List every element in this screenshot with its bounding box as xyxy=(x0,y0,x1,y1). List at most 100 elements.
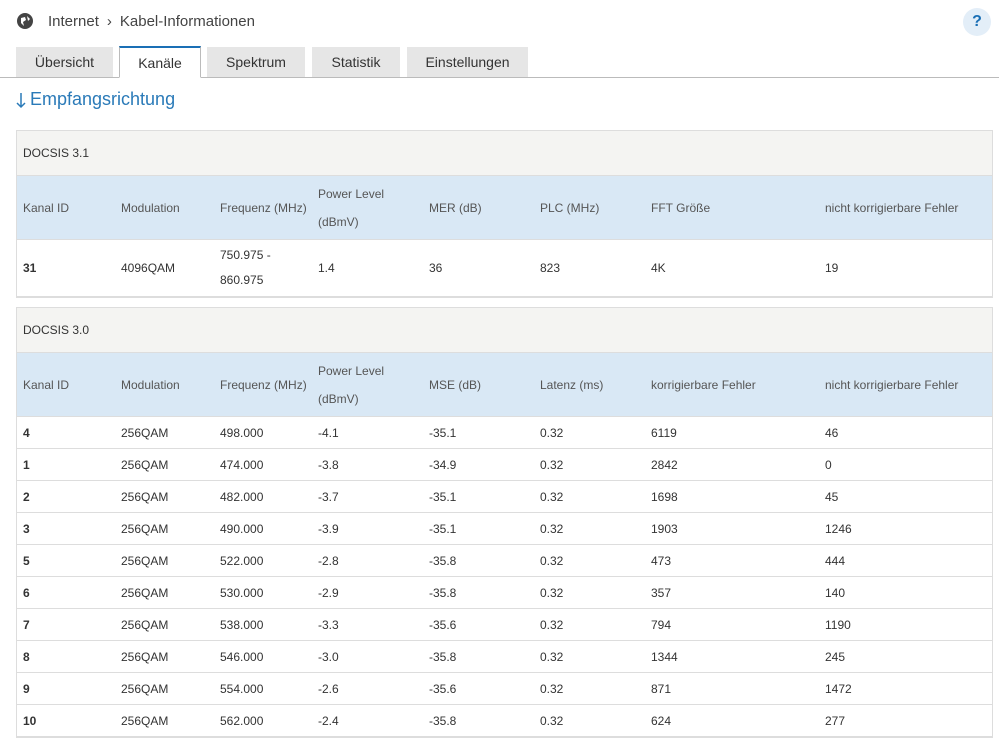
cell: -4.1 xyxy=(318,425,339,440)
cell: 0.32 xyxy=(540,521,564,536)
data-row: 7 256QAM 538.000 -3.3 -35.6 0.32 794 1190 xyxy=(17,609,992,641)
cell: -2.9 xyxy=(318,585,339,600)
cell: 3 xyxy=(23,521,30,536)
column-header: MSE (dB) xyxy=(429,377,482,392)
cell: 482.000 xyxy=(220,489,264,504)
cell: 357 xyxy=(651,585,672,600)
cell: 256QAM xyxy=(121,521,169,536)
cell: 256QAM xyxy=(121,617,169,632)
cell: 8 xyxy=(23,649,30,664)
cell: 256QAM xyxy=(121,489,169,504)
cell: 624 xyxy=(651,713,672,728)
cell: -3.3 xyxy=(318,617,339,632)
cell: 562.000 xyxy=(220,713,264,728)
data-row: 31 4096QAM 750.975 - 860.975 1.4 36 823 4K 19 xyxy=(17,240,992,297)
cell: 0.32 xyxy=(540,713,564,728)
tab-active[interactable]: Kanäle xyxy=(119,46,201,78)
tab[interactable]: Einstellungen xyxy=(407,47,528,77)
header-row: Kanal ID Modulation Frequenz (MHz) Power Le… xyxy=(17,176,992,240)
cell: 277 xyxy=(825,713,846,728)
cell: 19 xyxy=(825,260,839,275)
data-row: 2 256QAM 482.000 -3.7 -35.1 0.32 1698 45 xyxy=(17,481,992,513)
cell: -35.8 xyxy=(429,553,457,568)
cell: 871 xyxy=(651,681,672,696)
tab[interactable]: Übersicht xyxy=(16,47,113,77)
cell: 530.000 xyxy=(220,585,264,600)
column-header: Power Level (dBmV) xyxy=(318,186,385,229)
cell: -34.9 xyxy=(429,457,457,472)
cell: -35.6 xyxy=(429,681,457,696)
cell: -3.8 xyxy=(318,457,339,472)
cell: 0.32 xyxy=(540,617,564,632)
cell: -35.1 xyxy=(429,489,457,504)
data-row: 6 256QAM 530.000 -2.9 -35.8 0.32 357 140 xyxy=(17,577,992,609)
column-header: Frequenz (MHz) xyxy=(220,377,307,392)
cell: 823 xyxy=(540,260,561,275)
tab[interactable]: Spektrum xyxy=(207,47,305,77)
cell: 1.4 xyxy=(318,260,335,275)
help-button[interactable]: ? xyxy=(963,8,991,36)
cell: 1 xyxy=(23,457,30,472)
cell: 36 xyxy=(429,260,443,275)
cell: 256QAM xyxy=(121,713,169,728)
cell: 1698 xyxy=(651,489,678,504)
cell: 31 xyxy=(23,260,37,275)
down-arrow xyxy=(16,92,26,108)
cell: 256QAM xyxy=(121,553,169,568)
column-header: Frequenz (MHz) xyxy=(220,200,307,215)
globe-icon xyxy=(17,13,33,29)
cell: -35.1 xyxy=(429,425,457,440)
cell: 6119 xyxy=(651,425,677,440)
column-header: korrigierbare Fehler xyxy=(651,377,756,392)
cell: 4 xyxy=(23,425,30,440)
cell: 4096QAM xyxy=(121,260,176,275)
cell: 0.32 xyxy=(540,457,564,472)
cell: 1472 xyxy=(825,681,852,696)
cell: 5 xyxy=(23,553,30,568)
data-row: 4 256QAM 498.000 -4.1 -35.1 0.32 6119 46 xyxy=(17,417,992,449)
cell: -35.8 xyxy=(429,649,457,664)
breadcrumb-item[interactable]: Internet xyxy=(48,12,99,30)
cell: 2842 xyxy=(651,457,678,472)
cell: 0.32 xyxy=(540,553,564,568)
column-header: nicht korrigierbare Fehler xyxy=(825,377,959,392)
cell: 1190 xyxy=(825,617,851,632)
cell: 444 xyxy=(825,553,846,568)
cell: 46 xyxy=(825,425,839,440)
cell: 538.000 xyxy=(220,617,264,632)
cell: 256QAM xyxy=(121,425,169,440)
data-row: 9 256QAM 554.000 -2.6 -35.6 0.32 871 1472 xyxy=(17,673,992,705)
cell: -3.0 xyxy=(318,649,339,664)
cell: 750.975 - 860.975 xyxy=(220,248,271,287)
cell: 245 xyxy=(825,649,846,664)
cell: -35.6 xyxy=(429,617,457,632)
table-title: DOCSIS 3.0 xyxy=(17,308,992,353)
cell: -35.8 xyxy=(429,585,457,600)
cell: 522.000 xyxy=(220,553,264,568)
column-header: Kanal ID xyxy=(23,377,70,392)
cell: -2.8 xyxy=(318,553,339,568)
cell: 554.000 xyxy=(220,681,264,696)
column-header: Modulation xyxy=(121,200,180,215)
column-header: Kanal ID xyxy=(23,200,70,215)
cell: -3.7 xyxy=(318,489,339,504)
cell: 0.32 xyxy=(540,649,564,664)
cell: 256QAM xyxy=(121,649,169,664)
cell: 0.32 xyxy=(540,425,564,440)
breadcrumb-item: Kabel-Informationen xyxy=(119,12,255,30)
cell: 0.32 xyxy=(540,681,564,696)
cell: 1344 xyxy=(651,649,678,664)
column-header: nicht korrigierbare Fehler xyxy=(825,200,959,215)
cell: 0 xyxy=(825,457,832,472)
cell: 256QAM xyxy=(121,457,169,472)
tab[interactable]: Statistik xyxy=(312,47,400,77)
cell: -35.1 xyxy=(429,521,457,536)
cell: -35.8 xyxy=(429,713,457,728)
section-heading: Empfangsrichtung xyxy=(16,89,175,110)
cell: 474.000 xyxy=(220,457,264,472)
column-header: MER (dB) xyxy=(429,200,482,215)
tab-bar: Übersicht Kanäle Spektrum Statistik Eins… xyxy=(0,46,999,78)
cell: -3.9 xyxy=(318,521,339,536)
cell: 4K xyxy=(651,260,666,275)
data-row: 5 256QAM 522.000 -2.8 -35.8 0.32 473 444 xyxy=(17,545,992,577)
